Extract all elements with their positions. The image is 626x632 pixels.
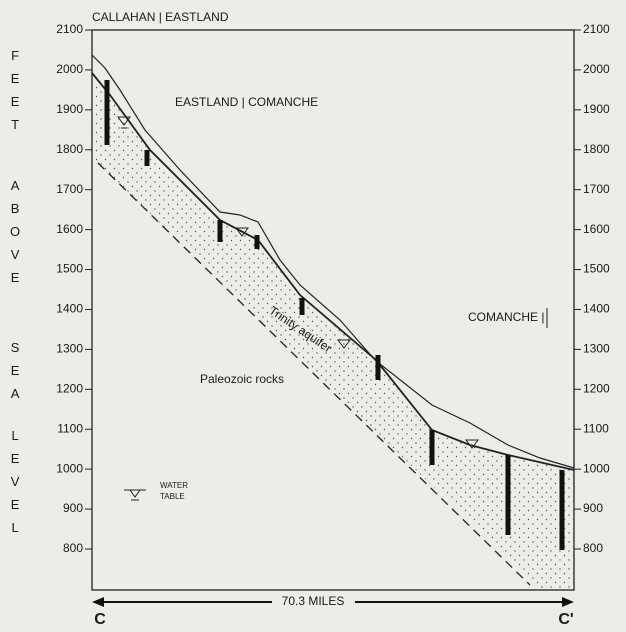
county-label: COMANCHE | xyxy=(468,310,544,324)
distance-label: 70.3 MILES xyxy=(282,594,345,608)
y-tick-label: 900 xyxy=(63,501,83,515)
aquifer-top xyxy=(91,72,575,471)
axis-label: FEET xyxy=(8,48,23,140)
y-tick-label: 1600 xyxy=(56,222,83,236)
y-tick-label: 1900 xyxy=(583,102,610,116)
axis-label: SEA xyxy=(8,340,23,409)
y-tick-label: 1100 xyxy=(57,421,83,435)
y-tick-label: 1800 xyxy=(583,142,610,156)
y-tick-label: 1000 xyxy=(583,461,610,475)
county-label: CALLAHAN | EASTLAND xyxy=(92,10,229,24)
water-table-symbols xyxy=(117,116,479,501)
county-label: EASTLAND | COMANCHE xyxy=(175,95,318,109)
y-tick-label: 1200 xyxy=(583,381,610,395)
section-end: C' xyxy=(558,611,573,628)
y-tick-label: 1200 xyxy=(56,381,83,395)
aquifer-fill xyxy=(92,73,574,590)
axis-label: ABOVE xyxy=(8,178,23,293)
y-tick-label: 1100 xyxy=(583,421,609,435)
land-surface xyxy=(91,54,575,469)
y-tick-label: 1800 xyxy=(56,142,83,156)
y-tick-label: 1700 xyxy=(583,182,610,196)
axis-label: LEVEL xyxy=(8,428,23,543)
legend-label: TABLE xyxy=(160,492,185,501)
y-tick-label: 2100 xyxy=(583,22,610,36)
y-tick-label: 1500 xyxy=(583,262,610,276)
y-tick-label: 2000 xyxy=(583,62,610,76)
y-tick-label: 1600 xyxy=(583,222,610,236)
y-tick-label: 1700 xyxy=(56,182,83,196)
rocks-label: Paleozoic rocks xyxy=(200,372,284,386)
y-tick-label: 1900 xyxy=(56,102,83,116)
y-tick-label: 1400 xyxy=(56,302,83,316)
wells xyxy=(104,80,565,550)
frame xyxy=(91,29,575,591)
y-tick-label: 800 xyxy=(583,541,603,555)
y-tick-label: 800 xyxy=(63,541,83,555)
y-tick-label: 1500 xyxy=(56,262,83,276)
legend-label: WATER xyxy=(160,481,188,490)
y-tick-label: 900 xyxy=(583,501,603,515)
y-tick-label: 1300 xyxy=(56,342,83,356)
y-tick-label: 1400 xyxy=(583,302,610,316)
y-tick-label: 2100 xyxy=(56,22,83,36)
y-tick-label: 2000 xyxy=(56,62,83,76)
y-tick-label: 1300 xyxy=(583,342,610,356)
paleozoic-boundary xyxy=(97,162,531,586)
y-tick-label: 1000 xyxy=(56,461,83,475)
section-start: C xyxy=(94,611,106,628)
